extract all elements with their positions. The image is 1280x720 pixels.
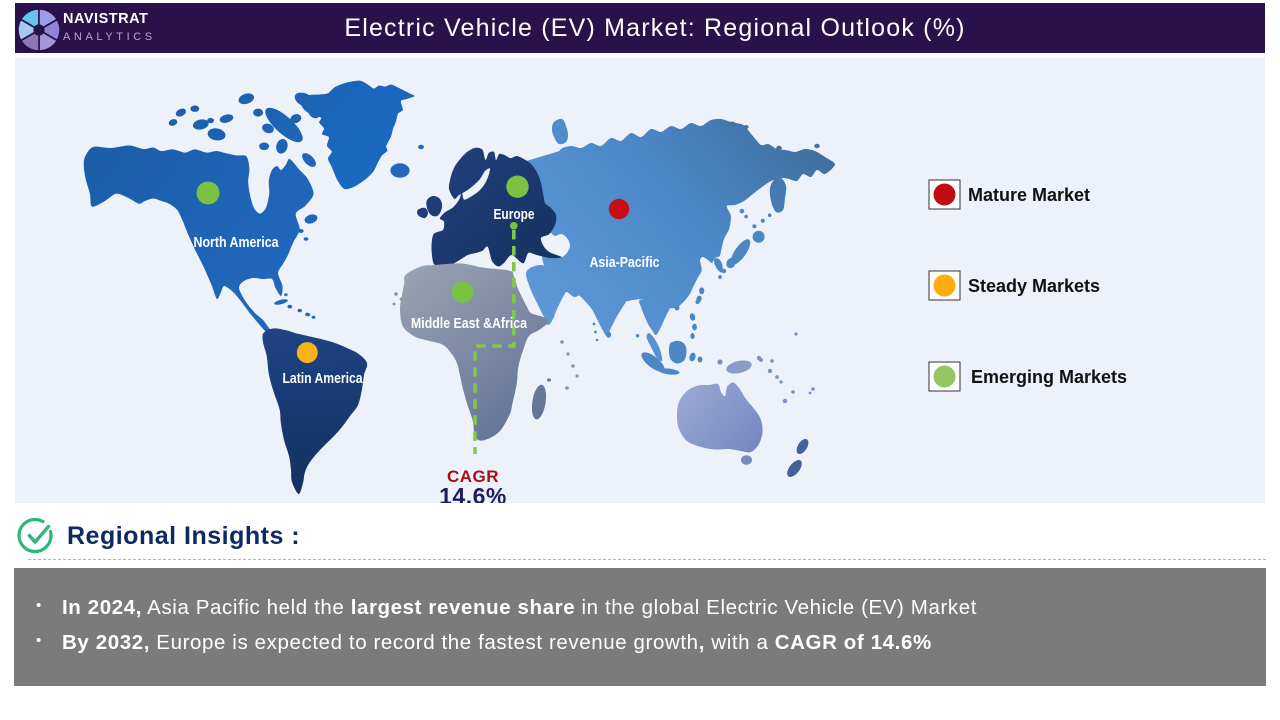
svg-text:Middle East &Africa: Middle East &Africa [411,315,528,332]
svg-text:North America: North America [194,234,280,251]
svg-text:Mature Market: Mature Market [968,185,1090,205]
svg-text:Emerging Markets: Emerging Markets [971,367,1127,387]
svg-text:Asia-Pacific: Asia-Pacific [590,254,660,271]
svg-text:Latin America: Latin America [283,370,364,387]
svg-text:14.6%: 14.6% [439,483,507,503]
svg-text:Steady Markets: Steady Markets [968,276,1100,296]
svg-text:CAGR: CAGR [447,467,499,486]
svg-text:Europe: Europe [494,206,535,223]
